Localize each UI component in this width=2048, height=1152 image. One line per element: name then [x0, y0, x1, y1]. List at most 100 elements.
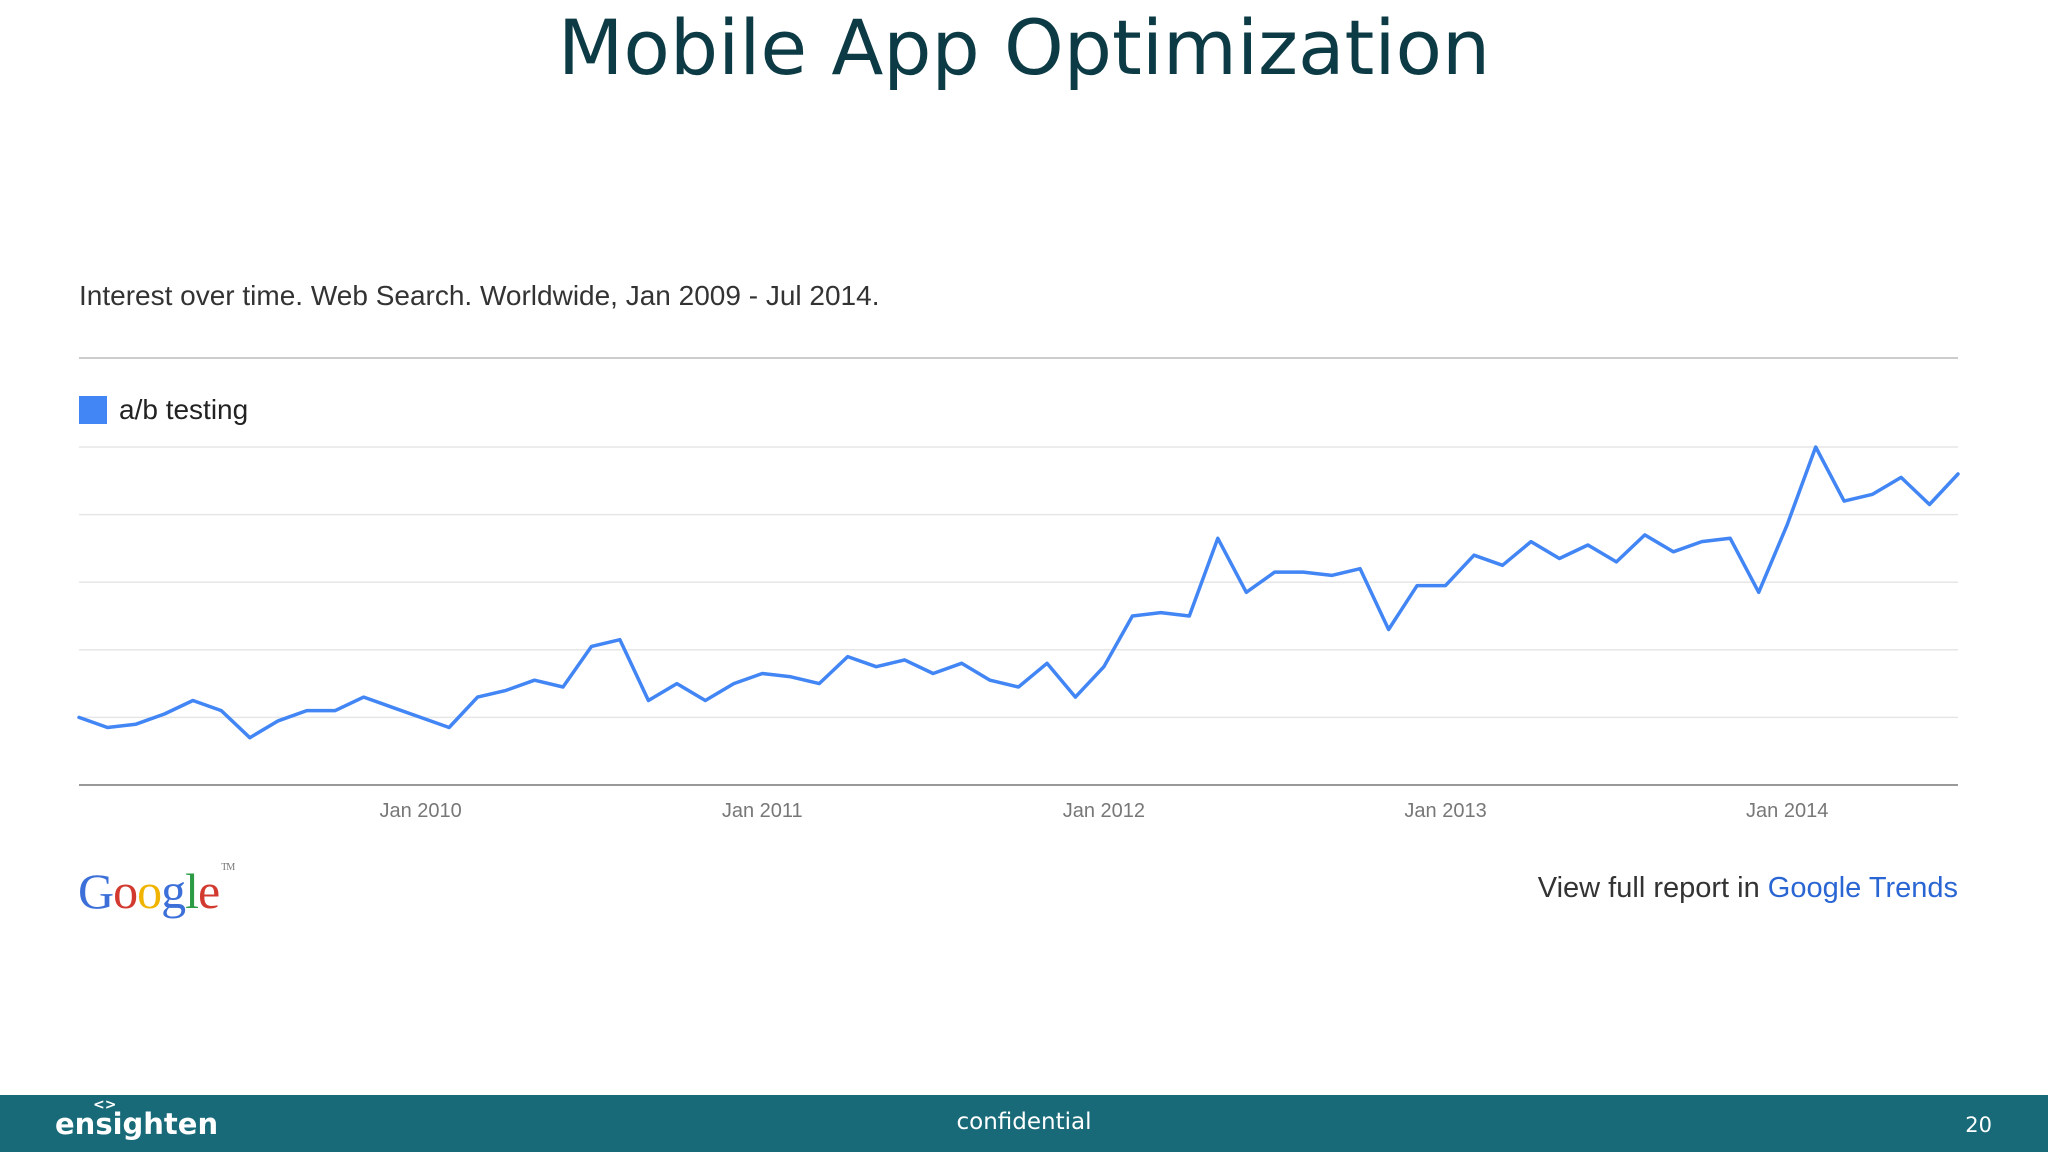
- google-logo-letter: G: [78, 863, 114, 919]
- data-point: [589, 644, 593, 648]
- data-point: [1130, 614, 1134, 618]
- ensighten-logo: <> ensighten: [55, 1097, 219, 1141]
- data-point: [1614, 560, 1618, 564]
- data-point: [1956, 472, 1960, 476]
- data-point: [732, 682, 736, 686]
- x-tick-label: Jan 2014: [1746, 800, 1828, 822]
- data-point: [1814, 445, 1818, 449]
- data-point: [988, 678, 992, 682]
- data-point: [960, 661, 964, 665]
- data-point: [77, 715, 81, 719]
- data-point: [1500, 563, 1504, 567]
- header-divider: [79, 357, 1958, 359]
- data-point: [1444, 584, 1448, 588]
- data-point: [219, 709, 223, 713]
- data-point: [390, 705, 394, 709]
- series-line-a-b-testing: [77, 445, 1960, 740]
- data-point: [447, 726, 451, 730]
- data-point: [1643, 533, 1647, 537]
- data-point: [1785, 523, 1789, 527]
- series-points: [77, 445, 1960, 740]
- data-point: [1073, 695, 1077, 699]
- data-point: [362, 695, 366, 699]
- data-point: [1415, 584, 1419, 588]
- gridlines: [79, 446, 1958, 719]
- google-logo-tm: TM: [221, 862, 235, 873]
- data-point: [931, 671, 935, 675]
- data-point: [1187, 614, 1191, 618]
- google-logo-letter: o: [137, 863, 162, 919]
- brand-mark-icon: <>: [93, 1097, 117, 1113]
- data-point: [162, 712, 166, 716]
- data-point: [1928, 502, 1932, 506]
- data-point: [419, 715, 423, 719]
- data-point: [618, 638, 622, 642]
- data-point: [1216, 536, 1220, 540]
- slide-title: Mobile App Optimization: [557, 3, 1491, 92]
- data-point: [561, 685, 565, 689]
- data-point: [248, 736, 252, 740]
- x-tick-label: Jan 2010: [379, 800, 461, 822]
- data-point: [874, 665, 878, 669]
- google-logo[interactable]: Google TM: [78, 862, 235, 920]
- page-number: 20: [1965, 1113, 1992, 1137]
- data-point: [1586, 543, 1590, 547]
- data-point: [1045, 661, 1049, 665]
- view-full-report: View full report in Google Trends: [1538, 872, 1958, 905]
- data-point: [1557, 557, 1561, 561]
- data-point: [1102, 665, 1106, 669]
- data-point: [1842, 499, 1846, 503]
- data-point: [1017, 685, 1021, 689]
- data-point: [903, 658, 907, 662]
- data-point: [1387, 628, 1391, 632]
- data-point: [276, 719, 280, 723]
- data-point: [504, 688, 508, 692]
- x-tick-label: Jan 2013: [1404, 800, 1486, 822]
- data-point: [105, 726, 109, 730]
- data-point: [703, 699, 707, 703]
- data-point: [1244, 590, 1248, 594]
- data-point: [1871, 492, 1875, 496]
- data-point: [533, 678, 537, 682]
- data-point: [1159, 611, 1163, 615]
- data-point: [134, 722, 138, 726]
- google-logo-letter: o: [113, 863, 138, 919]
- data-point: [191, 699, 195, 703]
- legend-swatch: [79, 396, 107, 424]
- data-point: [1330, 573, 1334, 577]
- x-tick-label: Jan 2011: [722, 800, 803, 822]
- chart-legend: a/b testing: [79, 394, 248, 426]
- slide-footer: <> ensighten confidential 20: [0, 1095, 2048, 1152]
- data-point: [1728, 536, 1732, 540]
- data-point: [1671, 550, 1675, 554]
- data-point: [305, 709, 309, 713]
- data-point: [1273, 570, 1277, 574]
- data-point: [646, 699, 650, 703]
- data-point: [760, 671, 764, 675]
- data-point: [333, 709, 337, 713]
- footer-confidential: confidential: [956, 1109, 1092, 1135]
- google-trends-link[interactable]: Google Trends: [1767, 872, 1958, 904]
- data-point: [1358, 567, 1362, 571]
- data-point: [1757, 590, 1761, 594]
- google-logo-letter: g: [161, 863, 186, 919]
- data-point: [675, 682, 679, 686]
- legend-label: a/b testing: [119, 394, 249, 425]
- data-point: [846, 655, 850, 659]
- data-point: [817, 682, 821, 686]
- data-point: [789, 675, 793, 679]
- report-prefix: View full report in: [1537, 872, 1768, 904]
- data-point: [1301, 570, 1305, 574]
- google-logo-letter: e: [198, 863, 220, 919]
- chart-subtitle: Interest over time. Web Search. Worldwid…: [79, 280, 880, 311]
- x-tick-label: Jan 2012: [1063, 800, 1145, 822]
- data-point: [1472, 553, 1476, 557]
- x-tick-labels: Jan 2010 Jan 2011 Jan 2012 Jan 2013 Jan 2014: [379, 800, 1828, 822]
- data-point: [1700, 540, 1704, 544]
- data-point: [476, 695, 480, 699]
- data-point: [1899, 475, 1903, 479]
- data-point: [1529, 540, 1533, 544]
- brand-name: ensighten: [55, 1107, 219, 1141]
